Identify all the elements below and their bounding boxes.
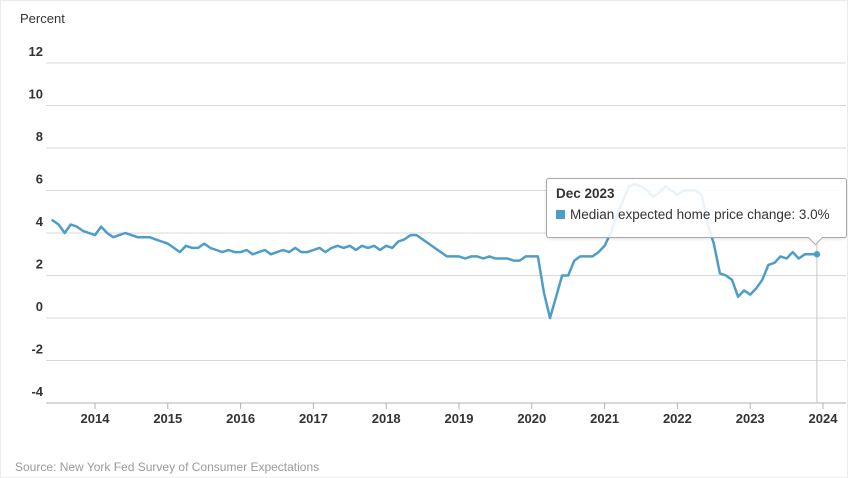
- y-tick-label: -2: [31, 342, 43, 357]
- x-tick-label: 2024: [809, 411, 839, 426]
- tooltip-series-row: Median expected home price change: 3.0%: [556, 204, 836, 226]
- series-marker-icon: [556, 210, 565, 219]
- y-tick-label: 8: [36, 129, 43, 144]
- x-tick-label: 2020: [517, 411, 546, 426]
- y-tick-label: 4: [36, 214, 44, 229]
- x-tick-label: 2014: [81, 411, 111, 426]
- x-tick-label: 2022: [663, 411, 692, 426]
- y-tick-label: 2: [36, 257, 43, 272]
- source-note: Source: New York Fed Survey of Consumer …: [15, 460, 320, 474]
- x-tick-label: 2018: [372, 411, 401, 426]
- y-tick-label: 10: [29, 87, 43, 102]
- y-tick-label: 6: [36, 172, 43, 187]
- x-tick-label: 2019: [445, 411, 474, 426]
- x-tick-label: 2021: [590, 411, 619, 426]
- x-tick-label: 2016: [226, 411, 255, 426]
- chart-tooltip: Dec 2023 Median expected home price chan…: [546, 178, 847, 246]
- tooltip-date: Dec 2023: [556, 186, 615, 201]
- y-axis-unit-label: Percent: [20, 11, 65, 26]
- hover-marker: [813, 251, 821, 258]
- y-tick-label: -4: [31, 384, 43, 399]
- x-tick-label: 2015: [153, 411, 182, 426]
- y-tick-label: 0: [36, 299, 43, 314]
- x-tick-label: 2023: [736, 411, 765, 426]
- x-tick-label: 2017: [299, 411, 328, 426]
- y-tick-label: 12: [29, 44, 43, 59]
- tooltip-series-value: Median expected home price change: 3.0%: [570, 207, 830, 222]
